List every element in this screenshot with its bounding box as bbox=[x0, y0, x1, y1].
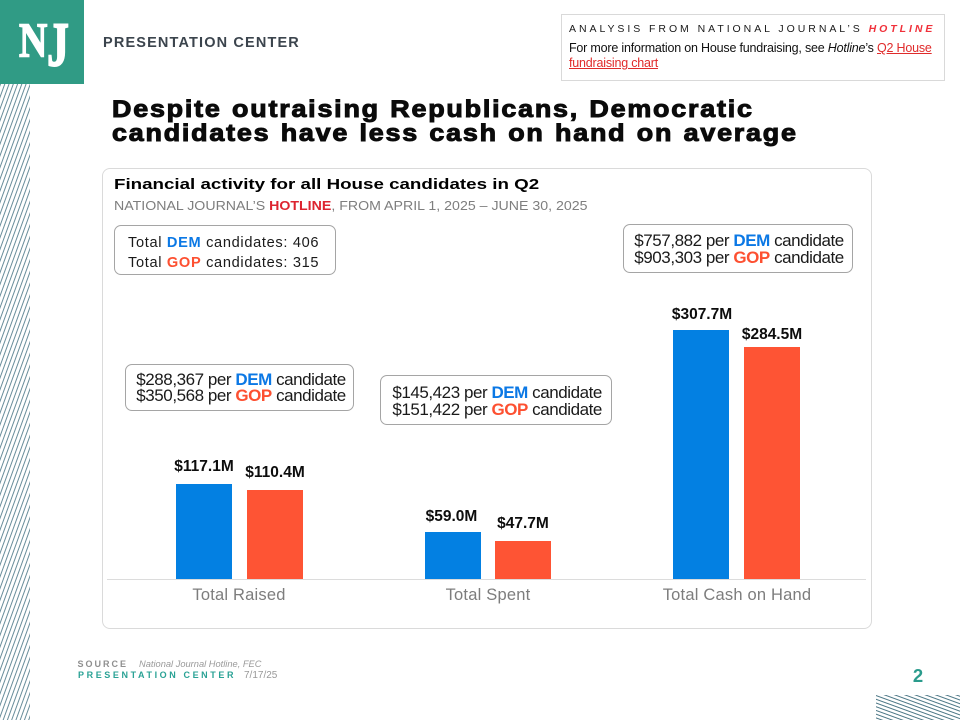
svg-text:J: J bbox=[47, 10, 69, 80]
svg-text:N: N bbox=[19, 12, 47, 67]
